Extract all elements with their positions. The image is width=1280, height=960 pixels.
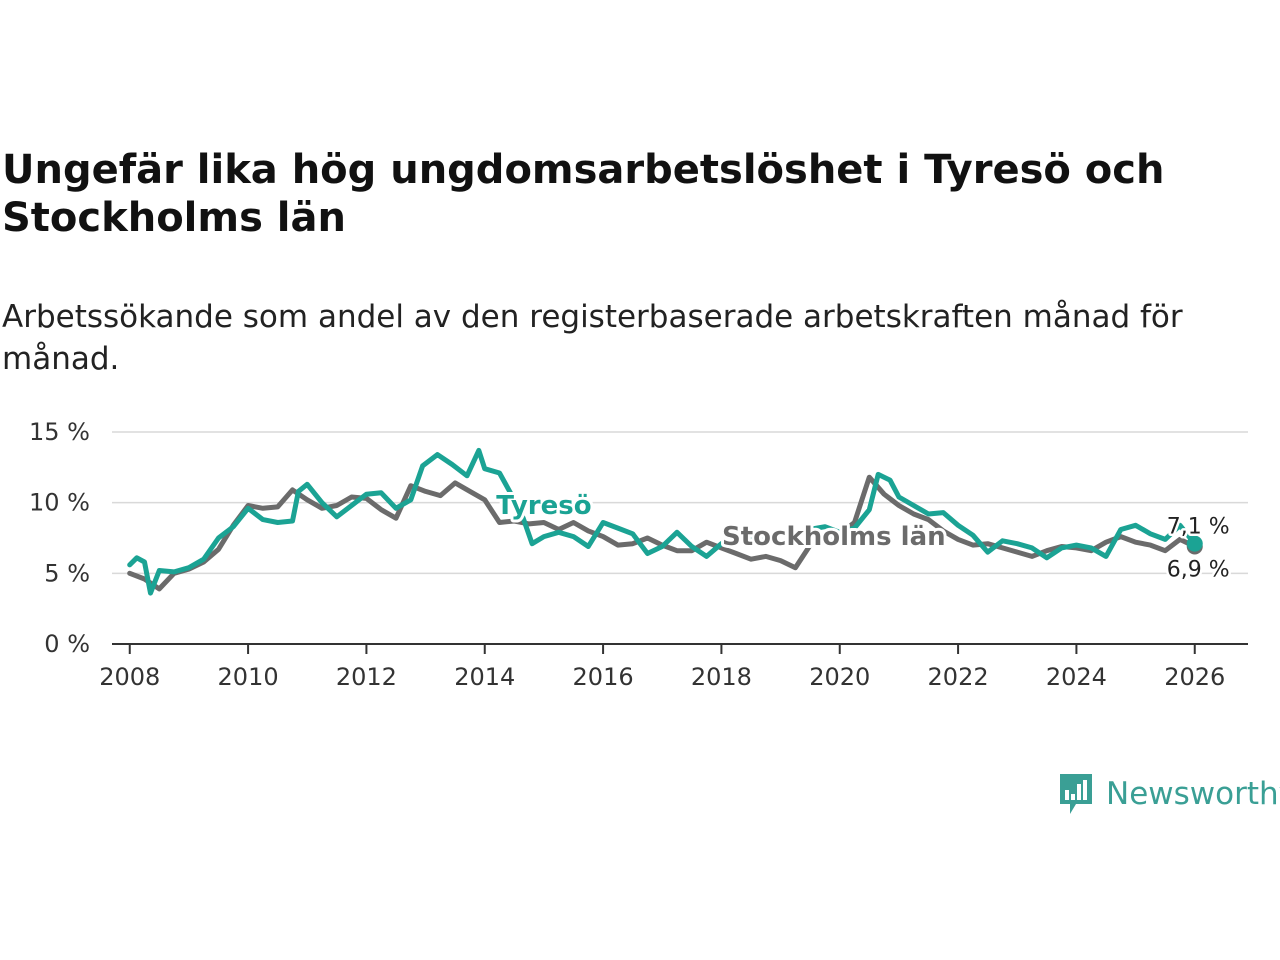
series-label: Tyresö bbox=[496, 491, 591, 521]
x-tick-label: 2008 bbox=[99, 663, 160, 691]
y-tick-label: 15 % bbox=[29, 418, 90, 446]
x-tick-label: 2024 bbox=[1046, 663, 1107, 691]
x-tick-label: 2018 bbox=[691, 663, 752, 691]
series-line-tyreso bbox=[127, 447, 1198, 596]
x-tick-label: 2012 bbox=[336, 663, 397, 691]
end-value-label-stockholms-lan: 6,9 % bbox=[1167, 557, 1230, 582]
x-tick-label: 2016 bbox=[573, 663, 634, 691]
newsworthy-logo[interactable]: Newsworthy bbox=[1058, 772, 1280, 816]
series-lines bbox=[127, 447, 1203, 596]
brand-name: Newsworthy bbox=[1106, 776, 1280, 812]
series-line-stockholms-lan bbox=[127, 474, 1198, 592]
chart-subtitle: Arbetssökande som andel av den registerb… bbox=[2, 299, 1183, 377]
x-tick-label: 2022 bbox=[928, 663, 989, 691]
x-tick-label: 2010 bbox=[218, 663, 279, 691]
y-tick-label: 10 % bbox=[29, 489, 90, 517]
x-tick-label: 2014 bbox=[454, 663, 515, 691]
chart-title: Ungefär lika hög ungdomsarbetslöshet i T… bbox=[2, 147, 1165, 241]
line-chart: 0 %5 %10 %15 % 2008 2010 2012 2014 2016 2018 2… bbox=[29, 418, 1248, 691]
series-label: Stockholms län bbox=[722, 522, 946, 552]
x-axis: 2008 2010 2012 2014 2016 2018 2020 2022 2024 2026 bbox=[99, 643, 1248, 691]
newsworthy-logo-icon bbox=[1060, 774, 1092, 814]
end-value-label-tyreso: 7,1 % bbox=[1167, 515, 1230, 540]
labels: Tyresö Stockholms län 7,1 % 6,9 % bbox=[493, 488, 1232, 585]
y-tick-label: 0 % bbox=[44, 630, 90, 658]
grid: 0 % 5 % 10 % 15 % bbox=[29, 418, 1248, 658]
y-tick-label: 5 % bbox=[44, 559, 90, 587]
x-tick-label: 2026 bbox=[1164, 663, 1225, 691]
x-tick-label: 2020 bbox=[809, 663, 870, 691]
series-end-point bbox=[1186, 535, 1203, 552]
